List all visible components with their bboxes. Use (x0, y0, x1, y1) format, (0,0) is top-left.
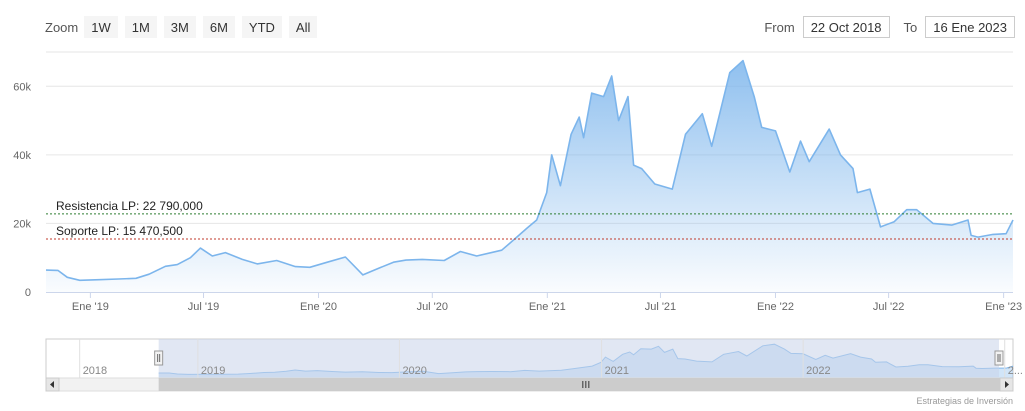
y-tick-label: 60k (13, 81, 31, 93)
zoom-3m-button[interactable]: 3M (163, 16, 196, 38)
range-selector: Zoom 1W 1M 3M 6M YTD All (45, 16, 324, 38)
x-tick-label: Ene '21 (529, 301, 566, 313)
to-date-input[interactable]: 16 Ene 2023 (925, 16, 1015, 38)
navigator-tick-label: 2021 (605, 365, 629, 377)
from-label: From (764, 19, 795, 35)
navigator-handle[interactable] (994, 350, 1004, 366)
navigator-selection (158, 339, 1000, 378)
zoom-all-button[interactable]: All (288, 16, 318, 38)
x-tick-label: Jul '20 (417, 301, 448, 313)
series-line (45, 59, 1014, 282)
navigator-tick-label: 2018 (83, 365, 107, 377)
y-tick-label: 0 (25, 287, 31, 299)
navigator-tick-label: 2019 (201, 365, 225, 377)
navigator-tick-label: 2020 (402, 365, 426, 377)
resistance-label: Resistencia LP: 22 790,000 (56, 199, 203, 213)
zoom-1w-button[interactable]: 1W (84, 16, 118, 38)
x-tick-label: Jul '22 (873, 301, 904, 313)
arrow-left-icon (50, 381, 54, 388)
x-tick-label: Jul '21 (645, 301, 676, 313)
series-area (46, 60, 1013, 292)
navigator-handle[interactable] (154, 350, 164, 366)
x-tick-label: Ene '20 (300, 301, 337, 313)
y-tick-label: 20k (13, 218, 31, 230)
zoom-6m-button[interactable]: 6M (202, 16, 235, 38)
x-tick-label: Ene '22 (757, 301, 794, 313)
from-date-input[interactable]: 22 Oct 2018 (802, 16, 890, 38)
date-range-inputs: From 22 Oct 2018 To 16 Ene 2023 (764, 16, 1015, 38)
arrow-right-icon (1005, 381, 1009, 388)
navigator-tick-label: 2022 (806, 365, 830, 377)
zoom-label: Zoom (45, 19, 79, 35)
zoom-1m-button[interactable]: 1M (124, 16, 157, 38)
zoom-ytd-button[interactable]: YTD (241, 16, 282, 38)
to-label: To (903, 19, 918, 35)
x-tick-label: Ene '19 (72, 301, 109, 313)
chart-credit[interactable]: Estrategias de Inversión (916, 396, 1013, 406)
support-label: Soporte LP: 15 470,500 (56, 224, 183, 238)
navigator-tick-label: 2... (1008, 365, 1023, 377)
y-tick-label: 40k (13, 150, 31, 162)
x-tick-label: Ene '23 (985, 301, 1022, 313)
x-tick-label: Jul '19 (188, 301, 219, 313)
